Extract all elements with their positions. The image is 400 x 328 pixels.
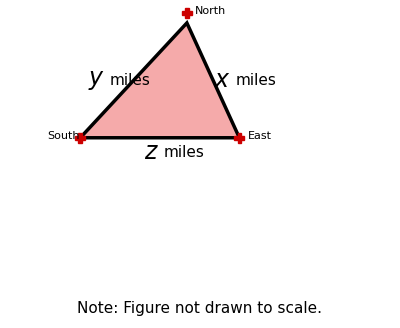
Bar [78,133,82,143]
Text: $z$: $z$ [144,141,159,164]
Bar [234,136,244,140]
Bar [238,133,241,143]
Text: Note: Figure not drawn to scale.: Note: Figure not drawn to scale. [78,301,322,316]
Text: miles: miles [164,145,205,160]
Text: $y$: $y$ [88,69,105,92]
Text: East: East [248,131,272,141]
Polygon shape [80,23,239,138]
Bar [75,136,85,140]
Text: miles: miles [236,73,277,88]
Text: South: South [48,131,80,141]
Text: miles: miles [110,73,151,88]
Bar [182,11,192,15]
Text: $x$: $x$ [214,69,231,92]
Text: North: North [195,7,226,16]
Bar [185,8,189,18]
